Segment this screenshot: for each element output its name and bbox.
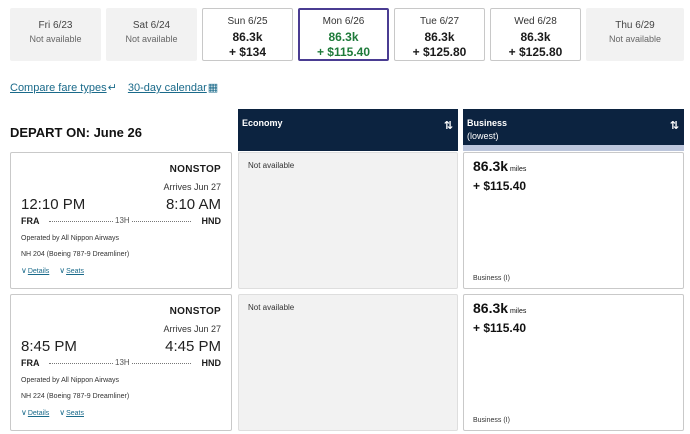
flight-card: NONSTOP Arrives Jun 27 12:10 PM 8:10 AM … — [10, 152, 232, 289]
miles-unit: miles — [510, 308, 527, 315]
compare-fare-types-link[interactable]: Compare fare types↵ — [10, 82, 117, 94]
arrival-time: 4:45 PM — [165, 338, 221, 355]
aircraft-info: NH 224 (Boeing 787-9 Dreamliner) — [21, 393, 130, 400]
origin-airport: FRA — [21, 358, 40, 368]
business-column-header[interactable]: Business (lowest) ⇅ — [463, 109, 684, 151]
seats-label: Seats — [66, 268, 84, 275]
aircraft-info: NH 204 (Boeing 787-9 Dreamliner) — [21, 251, 130, 258]
business-subtitle: (lowest) — [467, 131, 499, 141]
date-miles: 86.3k — [328, 30, 359, 44]
depart-heading: DEPART ON: June 26 — [10, 125, 142, 140]
stops-label: NONSTOP — [169, 164, 221, 175]
date-label: Mon 6/26 — [322, 16, 365, 27]
economy-fare-cell: Not available — [238, 152, 458, 289]
departure-time: 8:45 PM — [21, 338, 77, 355]
chevron-down-icon: ∨ — [59, 266, 66, 275]
operated-by: Operated by All Nippon Airways — [21, 235, 120, 242]
calendar-label: 30-day calendar — [127, 82, 207, 94]
seats-label: Seats — [66, 410, 84, 417]
seats-link[interactable]: ∨Seats — [59, 266, 84, 275]
seat-icon: ↵ — [107, 82, 117, 94]
date-label: Fri 6/23 — [38, 20, 73, 31]
miles-unit: miles — [510, 166, 527, 173]
links-row: Compare fare types↵ 30-day calendar▦ — [10, 81, 226, 94]
origin-airport: FRA — [21, 216, 40, 226]
date-fee: + $125.80 — [412, 45, 467, 59]
economy-fare-cell: Not available — [238, 294, 458, 431]
business-fee: + $115.40 — [473, 179, 527, 193]
business-fee: + $115.40 — [473, 321, 527, 335]
date-cell-wed-6-28[interactable]: Wed 6/28 86.3k + $125.80 — [490, 8, 581, 61]
miles-value: 86.3k — [473, 158, 509, 174]
date-miles: 86.3k — [520, 30, 551, 44]
cabin-class: Business (I) — [473, 275, 510, 282]
arrives-label: Arrives Jun 27 — [163, 182, 221, 192]
date-status: Not available — [29, 34, 82, 44]
seats-link[interactable]: ∨Seats — [59, 408, 84, 417]
destination-airport: HND — [201, 358, 222, 368]
date-miles: 86.3k — [424, 30, 455, 44]
arrival-time: 8:10 AM — [165, 196, 221, 213]
date-label: Sat 6/24 — [132, 20, 171, 31]
date-fee: + $125.80 — [508, 45, 563, 59]
sort-icon[interactable]: ⇅ — [443, 120, 453, 132]
chevron-down-icon: ∨ — [21, 408, 27, 417]
date-status: Not available — [608, 34, 662, 44]
business-fare-cell[interactable]: 86.3k miles + $115.40 Business (I) — [463, 152, 684, 289]
calendar-icon: ▦ — [207, 82, 219, 94]
date-cell-mon-6-26[interactable]: Mon 6/26 86.3k + $115.40 — [298, 8, 389, 61]
details-link[interactable]: ∨Details — [21, 408, 50, 417]
date-strip: Fri 6/23 Not available Sat 6/24 Not avai… — [10, 8, 684, 61]
arrives-label: Arrives Jun 27 — [163, 324, 221, 334]
date-cell-fri-6-23: Fri 6/23 Not available — [10, 8, 101, 61]
date-fee: + $115.40 — [316, 45, 371, 59]
economy-status: Not available — [248, 303, 295, 312]
date-label: Wed 6/28 — [514, 16, 557, 27]
flight-actions: ∨Details ∨Seats — [21, 408, 92, 417]
date-label: Thu 6/29 — [615, 20, 655, 31]
details-label: Details — [27, 410, 50, 417]
miles-value: 86.3k — [473, 300, 509, 316]
business-header-stripe — [463, 145, 684, 151]
business-miles: 86.3k miles — [473, 158, 526, 174]
duration: 13H — [113, 358, 132, 367]
chevron-down-icon: ∨ — [21, 266, 27, 275]
sort-icon[interactable]: ⇅ — [669, 120, 679, 132]
date-fee: + $134 — [228, 45, 267, 59]
depart-prefix: DEPART ON: — [10, 125, 90, 140]
flight-card: NONSTOP Arrives Jun 27 8:45 PM 4:45 PM F… — [10, 294, 232, 431]
date-label: Tue 6/27 — [419, 16, 460, 27]
depart-date: June 26 — [93, 125, 142, 140]
operated-by: Operated by All Nippon Airways — [21, 377, 120, 384]
destination-airport: HND — [201, 216, 222, 226]
date-cell-sun-6-25[interactable]: Sun 6/25 86.3k + $134 — [202, 8, 293, 61]
economy-column-header[interactable]: Economy ⇅ — [238, 109, 458, 151]
cabin-class: Business (I) — [473, 417, 510, 424]
date-label: Sun 6/25 — [227, 16, 268, 27]
stops-label: NONSTOP — [169, 306, 221, 317]
details-label: Details — [27, 268, 50, 275]
business-miles: 86.3k miles — [473, 300, 526, 316]
date-cell-sat-6-24: Sat 6/24 Not available — [106, 8, 197, 61]
business-fare-cell[interactable]: 86.3k miles + $115.40 Business (I) — [463, 294, 684, 431]
economy-title: Economy — [242, 118, 283, 128]
date-cell-tue-6-27[interactable]: Tue 6/27 86.3k + $125.80 — [394, 8, 485, 61]
calendar-link[interactable]: 30-day calendar▦ — [128, 82, 218, 94]
date-miles: 86.3k — [232, 30, 263, 44]
duration: 13H — [113, 216, 132, 225]
economy-status: Not available — [248, 161, 295, 170]
date-status: Not available — [125, 34, 178, 44]
departure-time: 12:10 PM — [21, 196, 86, 213]
business-title: Business — [467, 118, 508, 128]
compare-fare-types-label: Compare fare types — [10, 82, 107, 94]
details-link[interactable]: ∨Details — [21, 266, 50, 275]
chevron-down-icon: ∨ — [59, 408, 66, 417]
flight-actions: ∨Details ∨Seats — [21, 266, 92, 275]
date-cell-thu-6-29: Thu 6/29 Not available — [586, 8, 684, 61]
